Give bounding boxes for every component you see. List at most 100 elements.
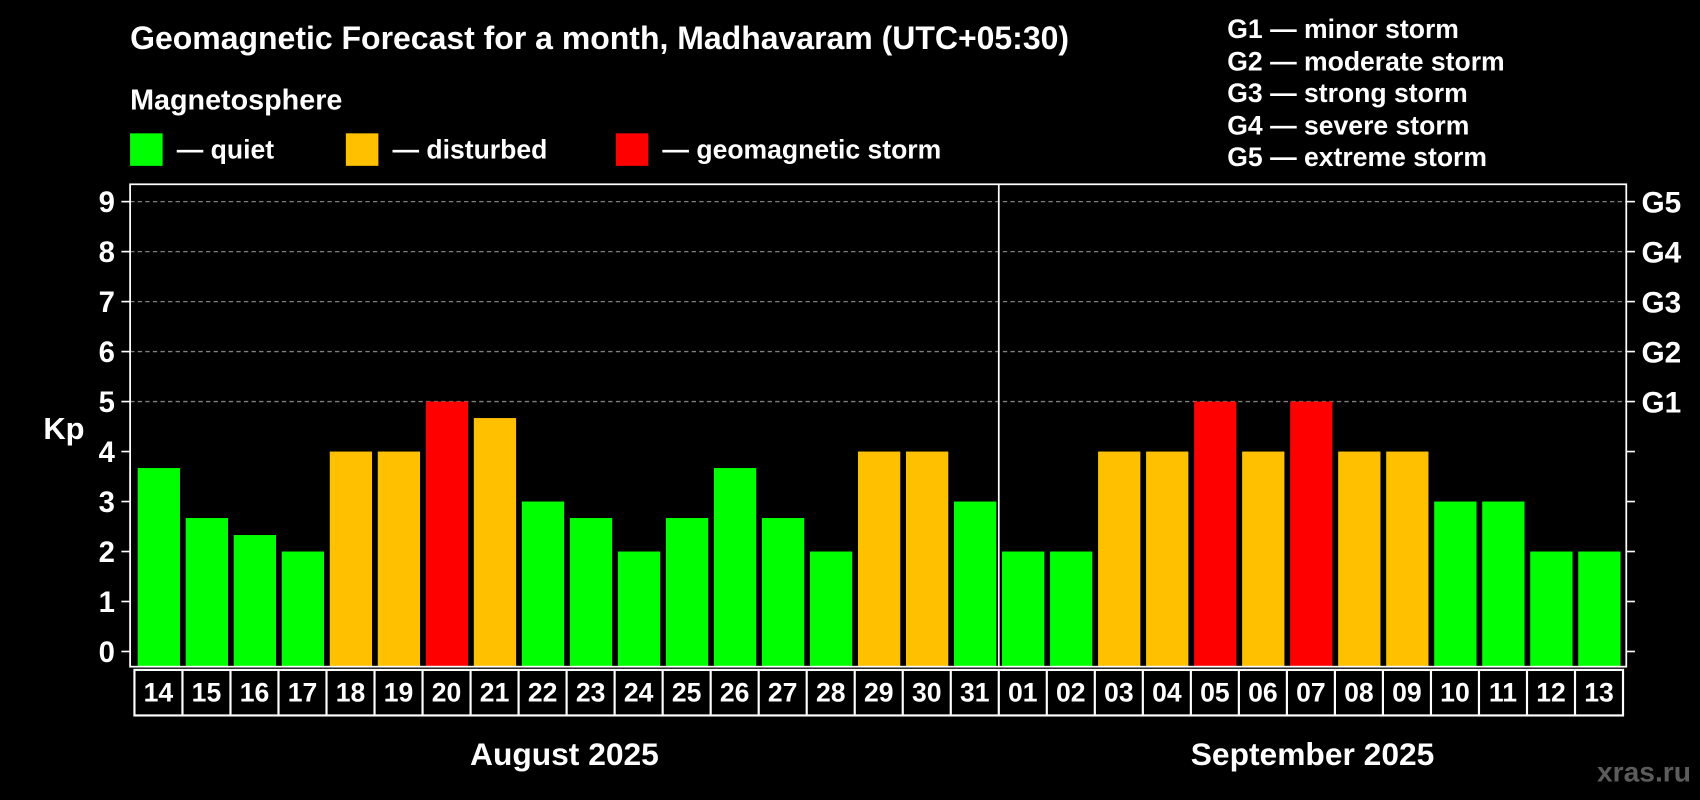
bar-15 (185, 518, 228, 667)
storm-level-label-g1: G1 (1641, 386, 1681, 419)
y-axis-label: Kp (43, 411, 84, 446)
y-tick-label-2: 2 (99, 537, 115, 569)
day-label-02: 02 (1056, 677, 1086, 707)
bar-01 (1002, 551, 1045, 667)
storm-scale-g1: G1 — minor storm (1227, 14, 1459, 44)
month-labels: August 2025 September 2025 (470, 736, 1434, 772)
bar-28 (809, 551, 853, 667)
storm-level-label-g2: G2 (1641, 336, 1681, 369)
day-label-25: 25 (672, 677, 702, 707)
bar-14 (137, 468, 180, 667)
y-tick-label-8: 8 (99, 237, 115, 269)
y-tick-label-4: 4 (99, 437, 116, 469)
bar-08 (1338, 451, 1381, 667)
bar-09 (1386, 451, 1429, 667)
bar-20 (425, 401, 469, 667)
legend-heading: Magnetosphere (130, 84, 342, 116)
bar-05 (1194, 401, 1237, 667)
legend: Magnetosphere — quiet — disturbed — geom… (130, 84, 941, 166)
legend-label-storm: — geomagnetic storm (662, 134, 941, 164)
storm-scale-g5: G5 — extreme storm (1227, 142, 1487, 172)
y-tick-label-3: 3 (99, 487, 115, 519)
day-label-22: 22 (528, 677, 558, 707)
day-label-28: 28 (816, 677, 846, 707)
day-label-20: 20 (432, 677, 462, 707)
day-labels-row: 14 15 16 17 18 19 20 21 22 23 24 25 26 27 28 29 30 31 01 02… (133, 668, 1625, 717)
bar-02 (1050, 551, 1093, 667)
y-tick-label-0: 0 (99, 637, 115, 669)
day-label-16: 16 (240, 677, 270, 707)
bar-31 (954, 501, 997, 667)
day-label-12: 12 (1536, 677, 1566, 707)
bar-21 (473, 418, 517, 667)
storm-scale-legend: G1 — minor storm G2 — moderate storm G3 … (1227, 14, 1504, 172)
storm-scale-g2: G2 — moderate storm (1227, 46, 1504, 76)
bar-10 (1434, 501, 1477, 667)
bar-18 (329, 451, 373, 667)
day-label-03: 03 (1104, 677, 1134, 707)
bar-24 (617, 551, 661, 667)
legend-label-quiet: — quiet (177, 134, 275, 164)
legend-swatch-disturbed (345, 133, 379, 166)
watermark: xras.ru (1597, 756, 1691, 788)
day-row-frame (133, 668, 1625, 717)
bar-16 (233, 535, 277, 667)
day-label-06: 06 (1248, 677, 1278, 707)
plot-frame (129, 183, 1628, 668)
day-label-24: 24 (624, 677, 654, 707)
day-label-14: 14 (144, 677, 174, 707)
day-label-11: 11 (1489, 677, 1517, 707)
bar-30 (905, 451, 949, 667)
day-label-01: 01 (1008, 677, 1038, 707)
bar-26 (713, 468, 757, 667)
day-label-23: 23 (576, 677, 606, 707)
bar-29 (857, 451, 901, 667)
legend-swatch-quiet (130, 133, 163, 166)
bar-07 (1290, 401, 1333, 667)
month-label-2: September 2025 (1191, 736, 1435, 772)
month-label-1: August 2025 (470, 736, 659, 772)
day-label-18: 18 (336, 677, 366, 707)
day-label-15: 15 (192, 677, 222, 707)
day-label-04: 04 (1152, 677, 1182, 707)
day-label-21: 21 (480, 677, 510, 707)
grid-lines (130, 200, 1627, 403)
chart-title: Geomagnetic Forecast for a month, Madhav… (130, 20, 1069, 56)
day-label-26: 26 (720, 677, 750, 707)
bar-19 (377, 451, 421, 667)
legend-swatch-storm (615, 133, 649, 166)
day-label-31: 31 (960, 677, 990, 707)
bar-27 (761, 518, 805, 667)
y-tick-label-9: 9 (99, 187, 115, 219)
storm-scale-g4: G4 — severe storm (1227, 110, 1469, 140)
storm-scale-g3: G3 — strong storm (1227, 78, 1467, 108)
day-label-05: 05 (1200, 677, 1230, 707)
legend-label-disturbed: — disturbed (392, 134, 547, 164)
day-label-09: 09 (1392, 677, 1422, 707)
bar-22 (521, 501, 565, 667)
bar-23 (569, 518, 613, 667)
bar-12 (1530, 551, 1573, 667)
y-tick-label-1: 1 (99, 587, 115, 619)
storm-level-label-g4: G4 (1641, 236, 1681, 269)
y-tick-label-6: 6 (99, 337, 115, 369)
bar-06 (1242, 451, 1285, 667)
bar-03 (1098, 451, 1141, 667)
bar-25 (665, 518, 709, 667)
axes: 0 1 2 3 4 5 6 7 8 9 G1 G2 G3 G4 G5 (99, 183, 1682, 669)
day-label-30: 30 (912, 677, 942, 707)
storm-level-label-g5: G5 (1641, 186, 1681, 219)
day-label-07: 07 (1296, 677, 1326, 707)
bar-13 (1578, 551, 1621, 667)
day-label-08: 08 (1344, 677, 1374, 707)
day-label-10: 10 (1440, 677, 1470, 707)
bar-11 (1482, 501, 1525, 667)
y-tick-label-5: 5 (99, 387, 115, 419)
day-label-13: 13 (1584, 677, 1614, 707)
bars (137, 401, 1621, 667)
y-tick-label-7: 7 (99, 287, 115, 319)
day-label-29: 29 (864, 677, 894, 707)
day-label-19: 19 (384, 677, 414, 707)
bar-17 (281, 551, 325, 667)
